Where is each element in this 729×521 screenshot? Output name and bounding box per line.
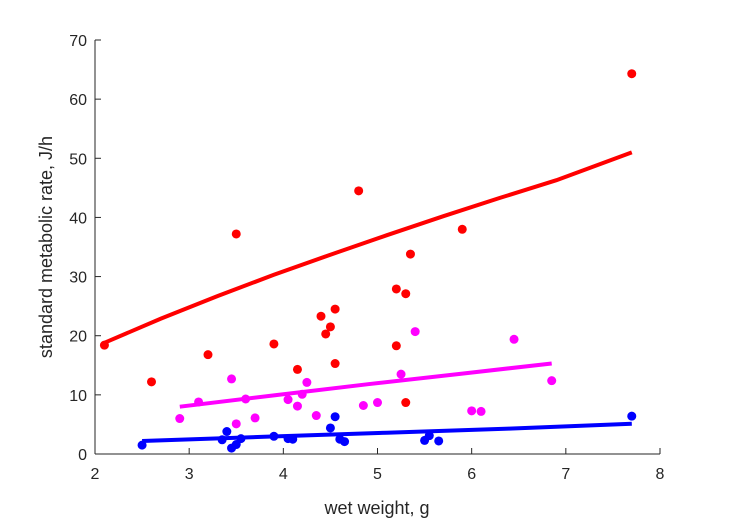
x-axis-label: wet weight, g	[323, 498, 429, 518]
data-point-series-3	[330, 412, 340, 422]
y-tick-label: 60	[69, 92, 87, 109]
y-tick-label: 40	[69, 210, 87, 227]
data-point-series-1	[269, 339, 279, 349]
data-point-series-2	[283, 395, 293, 405]
y-axis-label: standard metabolic rate, J/h	[36, 136, 56, 358]
data-point-series-2	[373, 398, 382, 408]
data-point-series-2	[476, 406, 486, 416]
data-point-series-2	[467, 406, 477, 416]
data-point-series-1	[292, 364, 302, 374]
y-tick-label: 30	[69, 270, 87, 287]
data-point-series-1	[405, 249, 415, 259]
data-point-series-2	[175, 414, 185, 424]
x-tick-label: 4	[279, 466, 288, 483]
x-tick-labels: 2 3 4 5 6 7 8	[91, 466, 665, 483]
data-point-series-3	[236, 434, 246, 444]
data-point-series-2	[509, 334, 519, 344]
data-point-series-2	[396, 369, 406, 379]
data-point-series-2	[358, 401, 368, 411]
data-point-series-1	[330, 304, 340, 314]
data-point-series-1	[401, 289, 411, 299]
fit-line-series-3	[142, 421, 632, 443]
data-point-series-1	[391, 284, 401, 294]
x-tick-label: 3	[185, 466, 194, 483]
data-point-series-2	[410, 327, 420, 337]
fit-lines	[103, 150, 633, 443]
x-tick-label: 2	[91, 466, 100, 483]
data-point-series-3	[434, 436, 444, 446]
data-point-series-2	[250, 413, 260, 423]
data-point-series-3	[627, 411, 637, 421]
data-point-series-1	[203, 350, 213, 360]
data-point-series-3	[424, 431, 434, 441]
y-tick-label: 10	[69, 388, 87, 405]
data-point-series-2	[311, 411, 321, 421]
data-point-series-2	[302, 377, 312, 387]
data-point-series-3	[137, 440, 147, 450]
data-point-series-1	[391, 341, 401, 351]
data-point-series-3	[340, 437, 350, 447]
data-point-series-1	[231, 229, 241, 239]
data-point-series-2	[547, 376, 557, 386]
data-point-series-1	[147, 377, 156, 387]
x-tick-label: 5	[373, 466, 382, 483]
fit-line-series-1	[103, 150, 633, 345]
x-tick-label: 7	[561, 466, 570, 483]
data-point-series-2	[292, 401, 302, 411]
y-tick-label: 50	[69, 151, 87, 168]
data-point-series-1	[325, 322, 335, 332]
data-point-series-1	[330, 359, 340, 369]
x-tick-label: 8	[656, 466, 665, 483]
data-point-series-3	[222, 427, 232, 437]
data-point-series-1	[627, 69, 637, 79]
data-point-series-2	[241, 394, 251, 404]
data-point-series-2	[297, 389, 307, 399]
data-point-series-1	[316, 311, 326, 321]
x-tick-label: 6	[467, 466, 476, 483]
data-point-series-2	[231, 419, 241, 429]
data-point-series-1	[401, 398, 411, 408]
data-point-series-3	[269, 431, 279, 441]
data-point-series-2	[194, 397, 204, 407]
y-tick-label: 20	[69, 329, 87, 346]
data-point-series-3	[217, 435, 227, 445]
data-point-series-1	[99, 340, 109, 350]
y-tick-label: 0	[78, 447, 87, 464]
data-points	[99, 69, 637, 453]
data-point-series-1	[354, 186, 364, 196]
data-point-series-1	[321, 329, 331, 339]
data-point-series-2	[227, 374, 237, 384]
axes	[94, 39, 661, 455]
data-point-series-3	[325, 423, 335, 433]
data-point-series-3	[288, 434, 298, 444]
fit-line-series-2	[179, 361, 552, 409]
data-point-series-1	[457, 224, 467, 234]
y-tick-labels: 0 10 20 30 40 50 60 70	[69, 33, 87, 464]
y-tick-label: 70	[69, 33, 87, 50]
